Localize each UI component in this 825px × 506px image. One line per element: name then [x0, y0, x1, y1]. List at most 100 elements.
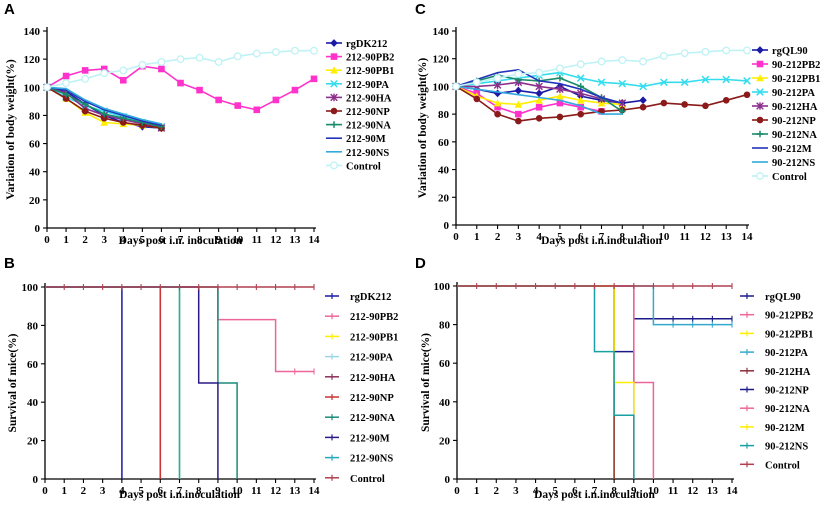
legend-label: Control [346, 161, 381, 172]
series-90-212pa-point [618, 79, 627, 88]
series-90-212np-point [743, 91, 751, 99]
legend-marker [330, 66, 338, 74]
axis-lines [455, 27, 749, 226]
legend-label: 212-90M [350, 433, 390, 444]
legend-marker [756, 172, 764, 180]
series-212-90ns-line [45, 286, 181, 479]
legend-label: 90-212PB2 [772, 60, 820, 71]
series-90-212pa-point [722, 75, 731, 84]
legend-marker [330, 53, 338, 60]
series-212-90pb2-point [119, 76, 127, 84]
series-212-90pb1-point [100, 118, 109, 126]
series-212-90np-point [81, 107, 89, 115]
x-tick-label: 13 [289, 485, 301, 497]
y-tick-label: 80 [29, 110, 41, 122]
x-tick-label: 11 [252, 234, 262, 246]
series-control-point [138, 60, 147, 69]
series-90-212pa-point [597, 78, 606, 87]
legend-marker [756, 46, 764, 54]
legend-label: 212-90PB1 [346, 66, 394, 77]
legend-label: 212-90PB2 [350, 312, 398, 323]
series-control-point [514, 70, 523, 78]
x-tick-label: 1 [61, 485, 67, 497]
legend-item: 90-212PB1 [740, 329, 813, 340]
legend-marker [330, 79, 338, 88]
legend-marker [330, 121, 338, 128]
y-tick-label: 80 [439, 320, 451, 332]
series-212-90pb2-point [100, 65, 108, 73]
legend-item: 212-90M [326, 134, 386, 145]
x-tick-label: 12 [270, 485, 282, 497]
x-tick-label: 6 [159, 234, 165, 246]
series-90-212m-line [457, 285, 635, 479]
series-212-90na-point [62, 91, 70, 98]
legend-label: 90-212PA [765, 348, 808, 359]
series-212-90pb2-point [253, 106, 261, 114]
x-tick-label: 11 [668, 485, 678, 497]
series-control-point [195, 53, 204, 62]
legend-label: Control [772, 172, 807, 183]
legend-label: 90-212M [772, 144, 812, 155]
series-control-point [252, 49, 261, 58]
x-tick-label: 10 [232, 234, 244, 246]
legend-item: rgQL90 [752, 46, 808, 57]
series-control-point [290, 46, 299, 55]
y-tick-label: 20 [29, 195, 41, 207]
series-90-212pb1-point [556, 92, 564, 100]
legend-item: 90-212PA [740, 348, 808, 359]
series-control-point [701, 47, 710, 56]
series-90-212np-point [660, 99, 668, 107]
legend-item: 90-212HA [752, 102, 818, 113]
x-tick-label: 14 [309, 485, 321, 497]
x-tick-label: 1 [474, 231, 480, 243]
series-90-212np-point [639, 103, 647, 111]
legend-label: 90-212NP [765, 386, 809, 397]
legend-label: 212-90HA [346, 93, 392, 104]
series-control-point [176, 55, 185, 64]
y-tick-label: 100 [434, 281, 451, 293]
legend-label: 212-90PB1 [350, 332, 398, 343]
series-90-212np-point [702, 102, 709, 110]
series-90-212np-point [473, 95, 481, 103]
series-90-212ha-point [556, 85, 564, 93]
series-rgql90-point [535, 89, 543, 98]
series-rgdk212 [45, 286, 123, 479]
panel-label: C [415, 1, 426, 18]
x-tick-label: 3 [100, 485, 106, 497]
legend-label: 212-90PA [350, 353, 393, 364]
series-90-212np-point [535, 115, 543, 122]
x-tick-label: 11 [251, 485, 261, 497]
x-tick-label: 2 [494, 485, 500, 497]
legend-item: rgDK212 [325, 292, 391, 303]
x-tick-label: 9 [215, 485, 221, 497]
legend-label: 212-90NS [350, 454, 393, 465]
series-control-point [659, 51, 668, 60]
series-212-90np [45, 286, 162, 479]
y-tick-label: 0 [445, 474, 451, 486]
x-tick-label: 14 [309, 234, 321, 246]
legend-marker [756, 74, 764, 82]
x-tick-label: 13 [707, 485, 719, 497]
y-tick-label: 140 [24, 26, 41, 38]
y-tick-label: 100 [433, 81, 450, 93]
panel-label: A [4, 1, 15, 18]
series-212-90m-line [45, 286, 219, 479]
y-tick-label: 20 [439, 435, 451, 447]
y-axis-label: Survival of mice(%) [7, 333, 19, 432]
legend-label: 212-90M [346, 134, 386, 145]
series-212-90m [46, 86, 162, 127]
x-tick-label: 2 [495, 231, 501, 243]
legend-item: 90-212PB2 [752, 60, 820, 71]
y-tick-label: 80 [27, 320, 39, 332]
series-90-212pb2-point [577, 103, 585, 111]
legend-item: 90-212PB1 [752, 74, 820, 85]
series-212-90ha-line [45, 286, 162, 479]
x-tick-label: 14 [742, 231, 754, 243]
series-control-point [680, 49, 689, 58]
series-control [452, 46, 751, 91]
series-control-point [119, 66, 128, 75]
x-tick-label: 2 [82, 234, 88, 246]
series-rgql90-point [639, 96, 647, 105]
